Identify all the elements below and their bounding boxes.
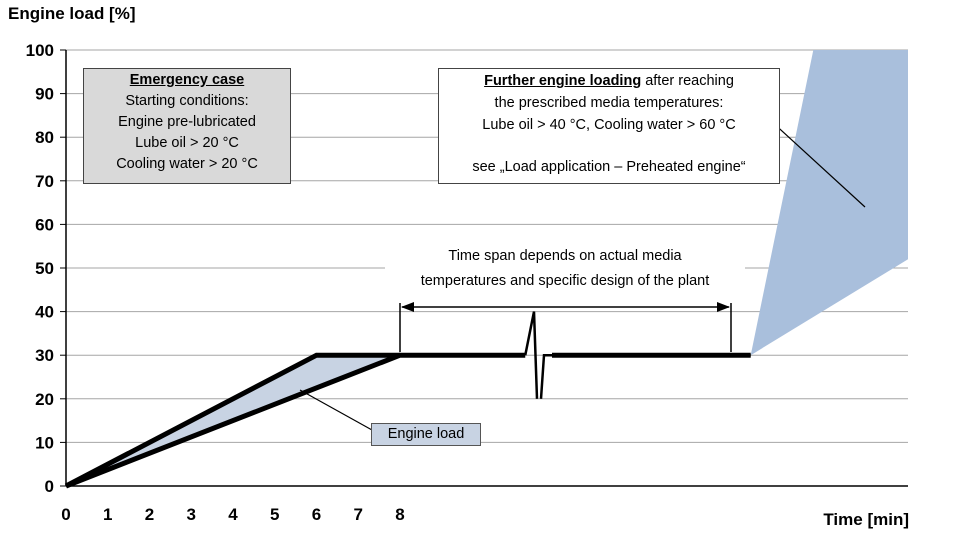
y-tick-label: 60 bbox=[35, 215, 54, 234]
x-tick-label: 3 bbox=[187, 505, 196, 524]
further-loading-region bbox=[750, 50, 908, 356]
x-axis-title: Time [min] bbox=[823, 510, 909, 529]
series-line bbox=[65, 352, 526, 489]
x-tick-label: 8 bbox=[395, 505, 404, 524]
x-tick-label: 6 bbox=[312, 505, 321, 524]
further-loading-box: Further engine loading after reaching th… bbox=[438, 68, 780, 184]
engine-load-leader bbox=[299, 389, 373, 431]
arrow-head bbox=[717, 302, 730, 312]
emergency-case-box: Emergency case Starting conditions: Engi… bbox=[83, 68, 291, 184]
y-tick-label: 40 bbox=[35, 303, 54, 322]
further-heading: Further engine loading bbox=[484, 73, 642, 89]
time-span-line: Time span depends on actual media bbox=[448, 248, 682, 264]
x-tick-label: 4 bbox=[228, 505, 238, 524]
y-tick-label: 80 bbox=[35, 128, 54, 147]
emergency-line: Cooling water > 20 °C bbox=[116, 156, 258, 172]
further-loading-leader bbox=[769, 119, 866, 208]
time-span-dimension bbox=[399, 302, 732, 352]
y-tick-labels: 0 10 20 30 40 50 60 70 80 90 100 bbox=[26, 41, 54, 496]
x-tick-label: 2 bbox=[145, 505, 154, 524]
chart-marks bbox=[64, 50, 908, 489]
x-tick-labels: 0 1 2 3 4 5 6 7 8 bbox=[61, 505, 404, 524]
emergency-heading: Emergency case bbox=[129, 72, 245, 88]
y-axis-title: Engine load [%] bbox=[8, 4, 136, 23]
x-tick-label: 7 bbox=[354, 505, 363, 524]
time-span-note: Time span depends on actual media temper… bbox=[385, 244, 745, 294]
axes bbox=[60, 49, 908, 487]
emergency-line: Engine pre-lubricated bbox=[118, 114, 256, 130]
further-heading-suffix: after reaching bbox=[641, 73, 734, 89]
arrow-head bbox=[401, 302, 414, 312]
y-tick-label: 100 bbox=[26, 41, 54, 60]
y-tick-label: 50 bbox=[35, 259, 54, 278]
x-tick-label: 5 bbox=[270, 505, 279, 524]
y-tick-label: 70 bbox=[35, 172, 54, 191]
y-tick-label: 30 bbox=[35, 346, 54, 365]
further-line: the prescribed media temperatures: bbox=[494, 95, 724, 111]
emergency-line: Lube oil > 20 °C bbox=[135, 135, 239, 151]
further-line: Lube oil > 40 °C, Cooling water > 60 °C bbox=[482, 117, 736, 133]
x-tick-label: 1 bbox=[103, 505, 112, 524]
emergency-line: Starting conditions: bbox=[125, 93, 249, 109]
y-tick-label: 90 bbox=[35, 85, 54, 104]
y-tick-label: 0 bbox=[45, 477, 54, 496]
further-line: see „Load application – Preheated engine… bbox=[472, 159, 746, 175]
y-tick-label: 10 bbox=[35, 433, 54, 452]
series-line bbox=[64, 352, 400, 489]
further-heading-line: Further engine loading after reaching bbox=[439, 70, 779, 92]
engine-load-label: Engine load bbox=[371, 423, 481, 446]
y-tick-label: 20 bbox=[35, 390, 54, 409]
x-tick-label: 0 bbox=[61, 505, 70, 524]
time-span-line: temperatures and specific design of the … bbox=[420, 273, 710, 289]
